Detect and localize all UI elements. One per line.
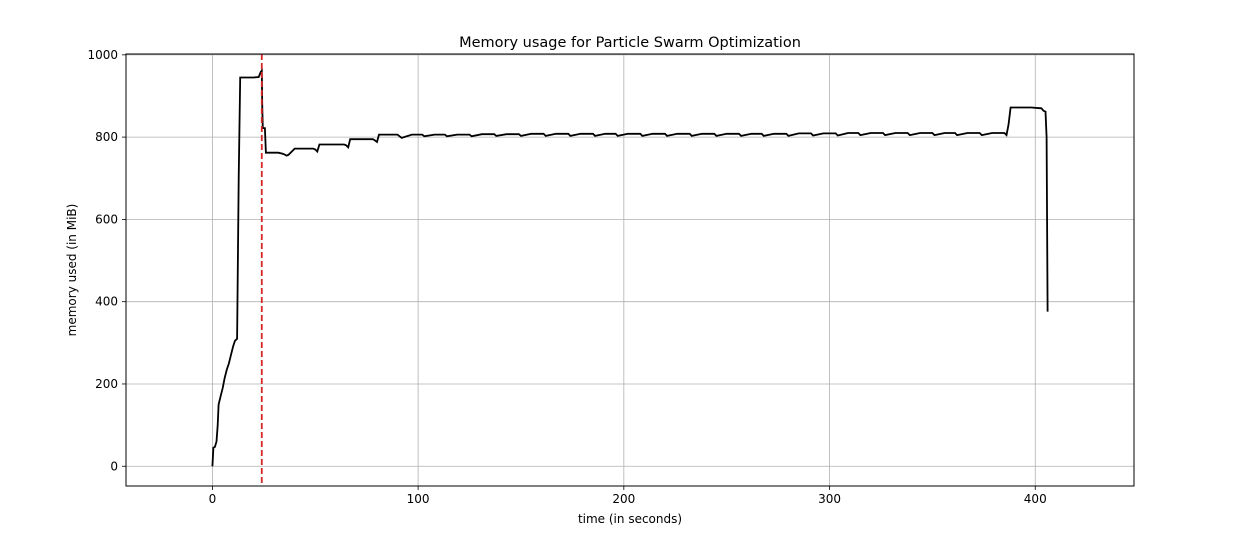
- x-tick-label: 300: [818, 492, 841, 506]
- y-tick-label: 1000: [87, 48, 118, 62]
- y-tick-label: 0: [110, 459, 118, 473]
- y-axis-label: memory used (in MiB): [65, 204, 79, 337]
- plot-frame: [125, 53, 1135, 487]
- grid-lines: [126, 54, 1134, 486]
- x-tick-label: 200: [612, 492, 635, 506]
- y-tick-label: 200: [95, 377, 118, 391]
- y-tick-label: 400: [95, 295, 118, 309]
- chart-title: Memory usage for Particle Swarm Optimiza…: [459, 35, 801, 51]
- plot-area: [211, 54, 1049, 486]
- y-tick-label: 800: [95, 130, 118, 144]
- x-tick-label: 100: [407, 492, 430, 506]
- x-tick-label: 0: [209, 492, 217, 506]
- x-tick-label: 400: [1024, 492, 1047, 506]
- x-axis-label: time (in seconds): [578, 512, 682, 526]
- y-tick-label: 600: [95, 212, 118, 226]
- memory-series-line: [211, 67, 1049, 467]
- axis-ticks: 0 100 200 300 400 0 200 400 600 800 1000: [87, 48, 1046, 506]
